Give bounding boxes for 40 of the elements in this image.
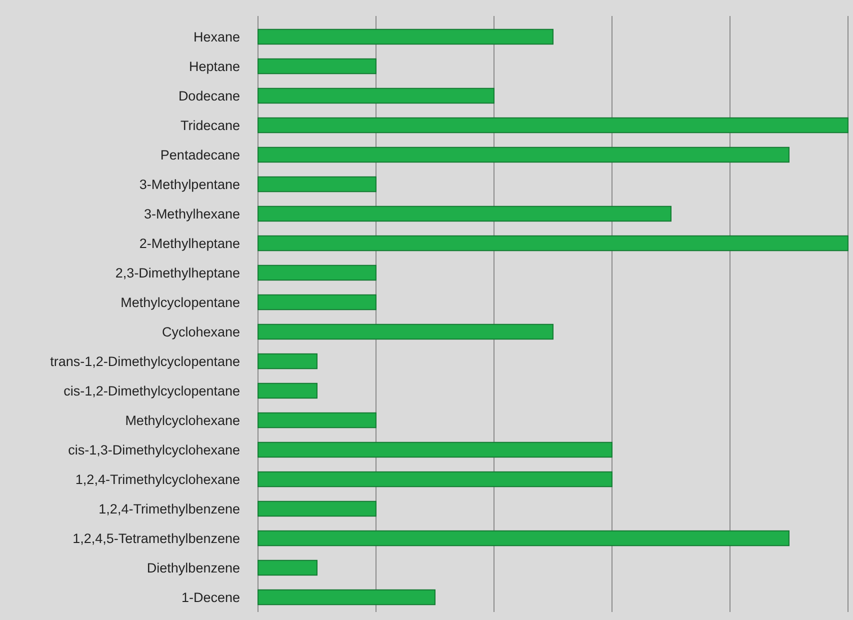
y-tick-label: 3-Methylhexane [144, 206, 240, 222]
y-tick-label: 1,2,4,5-Tetramethylbenzene [72, 530, 240, 546]
bar [258, 530, 790, 546]
bar [258, 176, 376, 192]
bar [258, 560, 318, 576]
bar [258, 412, 376, 428]
y-tick-label: 1,2,4-Trimethylcyclohexane [75, 472, 240, 487]
bar [258, 382, 318, 399]
y-tick-label: Methylcyclopentane [120, 294, 240, 310]
y-tick-label: 1,2,4-Trimethylbenzene [98, 501, 240, 516]
bar [258, 294, 376, 310]
y-tick-label: Heptane [188, 58, 240, 74]
y-tick-label: Diethylbenzene [146, 560, 240, 576]
bar [258, 206, 672, 222]
bar [258, 500, 376, 517]
y-tick-label: cis-1,3-Dimethylcyclohexane [68, 442, 240, 458]
bar [258, 146, 790, 163]
y-tick-label: 1-Decene [181, 590, 240, 605]
bar [258, 471, 612, 488]
y-tick-label: Cyclohexane [162, 324, 240, 340]
bar [258, 589, 436, 606]
y-tick-label: Hexane [193, 29, 240, 44]
y-tick-label: Pentadecane [160, 147, 240, 162]
bar [258, 442, 612, 458]
y-tick-label: Tridecane [180, 118, 240, 133]
bar [258, 235, 848, 252]
bar [258, 353, 318, 370]
y-tick-label: 2-Methylheptane [139, 236, 240, 251]
y-tick-label: trans-1,2-Dimethylcyclopentane [50, 354, 240, 369]
y-tick-label: Dodecane [178, 88, 240, 104]
y-tick-label: 2,3-Dimethylheptane [115, 265, 240, 280]
bar [258, 264, 376, 281]
y-tick-label: 3-Methylpentane [139, 176, 240, 192]
bar [258, 88, 494, 104]
bar [258, 117, 848, 134]
y-tick-label: cis-1,2-Dimethylcyclopentane [64, 383, 240, 398]
bar [258, 324, 554, 340]
bar [258, 58, 376, 74]
y-tick-label: Methylcyclohexane [125, 412, 240, 428]
bar [258, 28, 554, 45]
